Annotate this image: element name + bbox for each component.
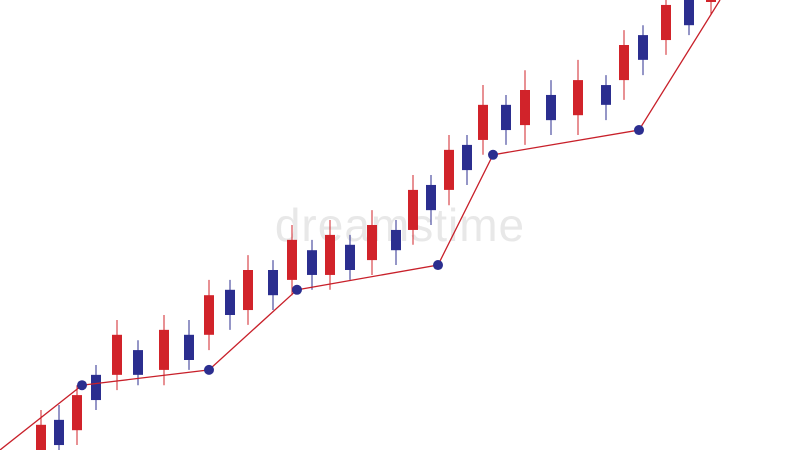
candle-body — [91, 374, 101, 401]
candle-body — [546, 94, 556, 121]
candle-body — [462, 144, 472, 171]
candle-body — [601, 85, 611, 105]
candle-body — [268, 270, 278, 296]
candle-body — [36, 424, 46, 450]
candle-body — [478, 104, 488, 140]
trend-point — [77, 380, 87, 391]
candle-body — [287, 239, 297, 280]
candle-body — [367, 225, 377, 261]
candle-body — [501, 104, 511, 131]
candle-body — [619, 45, 629, 81]
trend-point — [634, 125, 644, 136]
trend-point — [292, 284, 302, 295]
candle-body — [54, 419, 64, 446]
candle-body — [325, 234, 335, 275]
candle-body — [112, 334, 122, 375]
candle-body — [225, 289, 235, 315]
candle-body — [573, 80, 583, 116]
candle-body — [391, 229, 401, 251]
candle-body — [706, 0, 716, 2]
trend-point — [204, 364, 214, 375]
trend-line — [0, 0, 721, 450]
candle-body — [345, 244, 355, 270]
candle-body — [638, 35, 648, 60]
candle-body — [159, 329, 169, 370]
candle-body — [184, 334, 194, 360]
candle-body — [243, 270, 253, 311]
candle-body — [444, 149, 454, 190]
trend-point — [433, 260, 443, 271]
candle-body — [408, 189, 418, 230]
candle-body — [684, 0, 694, 26]
candle-body — [661, 4, 671, 41]
candle-body — [72, 395, 82, 431]
candle-body — [307, 250, 317, 275]
candle-body — [520, 90, 530, 126]
candle-body — [204, 295, 214, 335]
candle-body — [426, 184, 436, 211]
candle-body — [133, 350, 143, 375]
trend-point — [488, 149, 498, 160]
